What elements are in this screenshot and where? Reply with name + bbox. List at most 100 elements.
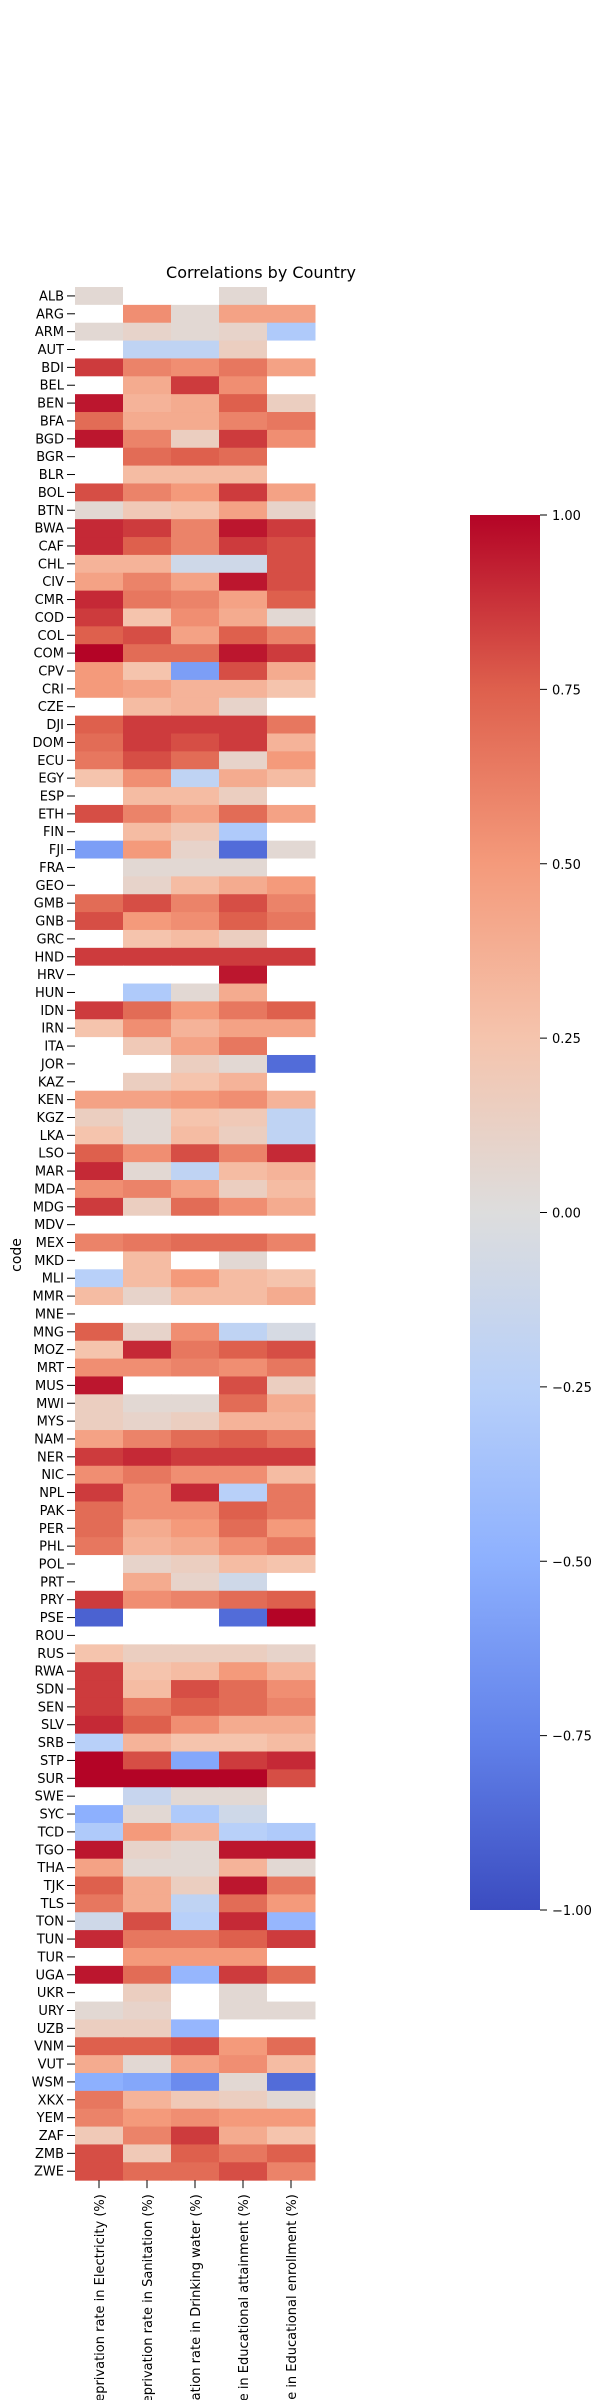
- row-label: BGR: [36, 450, 64, 465]
- row-label: CMR: [35, 593, 64, 608]
- heatmap-cell: [267, 876, 316, 895]
- heatmap-cell: [123, 1412, 172, 1431]
- heatmap-cell: [267, 822, 316, 842]
- heatmap-cell: [267, 1715, 316, 1735]
- heatmap-cell: [171, 1947, 220, 1967]
- heatmap-cell: [267, 1983, 316, 2003]
- heatmap-cell: [171, 1894, 220, 1913]
- heatmap-cell: [171, 965, 220, 985]
- heatmap-cell: [171, 537, 220, 556]
- heatmap-cell: [123, 1965, 172, 1985]
- heatmap-cell: [75, 304, 124, 324]
- heatmap-cell: [75, 947, 124, 967]
- heatmap-cell: [219, 537, 268, 556]
- heatmap-cell: [171, 1054, 220, 1074]
- heatmap-cell: [219, 554, 268, 574]
- heatmap-cell: [75, 697, 124, 717]
- heatmap-cell: [123, 1465, 172, 1485]
- heatmap-cell: [267, 1822, 316, 1842]
- heatmap-cell: [171, 394, 220, 413]
- heatmap-cell: [219, 1340, 268, 1360]
- heatmap-cell: [123, 947, 172, 967]
- heatmap-cell: [171, 876, 220, 895]
- heatmap-cell: [219, 1197, 268, 1217]
- heatmap-cell: [75, 572, 124, 592]
- row-label: ROU: [35, 1629, 64, 1644]
- heatmap-cell: [267, 1430, 316, 1449]
- heatmap-cell: [75, 1930, 124, 1949]
- heatmap-cell: [75, 1340, 124, 1360]
- heatmap-cell: [75, 1644, 124, 1663]
- heatmap-cell: [219, 965, 268, 985]
- row-label: LSO: [38, 1147, 64, 1162]
- heatmap-cell: [171, 340, 220, 359]
- heatmap-cell: [219, 715, 268, 734]
- row-label: YEM: [36, 2111, 64, 2126]
- heatmap-cell: [171, 2144, 220, 2163]
- heatmap-cell: [123, 2090, 172, 2110]
- heatmap-cell: [267, 376, 316, 395]
- row-label: VUT: [38, 2058, 64, 2073]
- heatmap-cell: [123, 1572, 172, 1592]
- heatmap-cell: [123, 1376, 172, 1395]
- heatmap-cell: [123, 340, 172, 359]
- heatmap-cell: [75, 1983, 124, 2003]
- heatmap-cell: [171, 1162, 220, 1181]
- heatmap-cell: [171, 1519, 220, 1538]
- row-label: TGO: [35, 1843, 64, 1858]
- heatmap-cell: [123, 822, 172, 842]
- heatmap-cell: [267, 340, 316, 359]
- row-label: ALB: [39, 289, 64, 304]
- heatmap-cell: [123, 1108, 172, 1127]
- heatmap-cell: [171, 2162, 220, 2181]
- heatmap-cell: [219, 1412, 268, 1431]
- heatmap-cell: [267, 1144, 316, 1163]
- colorbar-tick-label: −0.50: [552, 1555, 592, 1570]
- heatmap-cell: [123, 1680, 172, 1699]
- heatmap-cell: [75, 1108, 124, 1127]
- heatmap-cell: [75, 1519, 124, 1538]
- heatmap-cell: [219, 1287, 268, 1306]
- column-label: Deprivation rate in Drinking water (%): [189, 2194, 204, 2400]
- heatmap-cell: [123, 1769, 172, 1788]
- heatmap-cell: [267, 1805, 316, 1824]
- heatmap-cell: [219, 2055, 268, 2074]
- heatmap-cell: [123, 876, 172, 895]
- heatmap-cell: [75, 537, 124, 556]
- heatmap-cell: [219, 590, 268, 609]
- heatmap-cell: [219, 1358, 268, 1377]
- heatmap-cell: [267, 947, 316, 967]
- heatmap-cell: [267, 644, 316, 663]
- row-label: DJI: [46, 718, 64, 733]
- heatmap-cell: [171, 1037, 220, 1056]
- heatmap-cell: [171, 1644, 220, 1663]
- heatmap-cell: [267, 1930, 316, 1949]
- heatmap-cell: [75, 1912, 124, 1931]
- heatmap-cell: [75, 733, 124, 752]
- heatmap-cell: [123, 287, 172, 306]
- heatmap-cell: [123, 1715, 172, 1735]
- heatmap-cell: [171, 287, 220, 306]
- heatmap-cell: [219, 1805, 268, 1824]
- heatmap-cell: [171, 769, 220, 788]
- heatmap-cell: [75, 2037, 124, 2056]
- row-label: KAZ: [38, 1075, 64, 1090]
- heatmap-cell: [267, 554, 316, 574]
- heatmap-cell: [75, 1805, 124, 1824]
- heatmap-cell: [171, 751, 220, 770]
- heatmap-cell: [123, 2037, 172, 2056]
- row-labels: ALB ARG ARM AUT BDI BEL BEN BFA BGD BGR BLR BOL BTN B…: [32, 289, 75, 2180]
- heatmap-cell: [75, 2126, 124, 2145]
- heatmap-cell: [219, 1894, 268, 1913]
- heatmap-cell: [267, 519, 316, 538]
- row-label: BTN: [37, 504, 64, 519]
- heatmap-cell: [171, 1537, 220, 1556]
- heatmap-cell: [123, 465, 172, 484]
- row-label: ZAF: [39, 2129, 64, 2144]
- heatmap-cell: [123, 1947, 172, 1967]
- heatmap-cell: [267, 1019, 316, 1038]
- heatmap-cell: [267, 537, 316, 556]
- heatmap-cell: [75, 1840, 124, 1860]
- heatmap-cell: [219, 1697, 268, 1717]
- heatmap-cell: [123, 1037, 172, 1056]
